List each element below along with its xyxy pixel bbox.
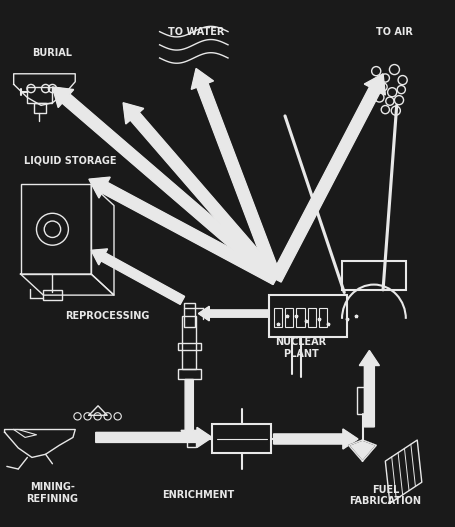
Bar — [318, 308, 327, 327]
Bar — [273, 308, 281, 327]
Bar — [296, 308, 304, 327]
Polygon shape — [181, 379, 197, 443]
Polygon shape — [191, 69, 281, 281]
Bar — [284, 308, 293, 327]
Text: TO AIR: TO AIR — [375, 27, 412, 36]
Bar — [182, 316, 196, 369]
Bar — [20, 184, 91, 274]
Text: LIQUID STORAGE: LIQUID STORAGE — [25, 156, 116, 165]
Text: MINING-
REFINING: MINING- REFINING — [26, 482, 78, 503]
Bar — [341, 261, 405, 290]
Polygon shape — [273, 429, 357, 449]
Polygon shape — [96, 427, 212, 447]
Polygon shape — [348, 440, 375, 461]
Polygon shape — [89, 177, 278, 285]
Bar — [268, 295, 346, 337]
Polygon shape — [123, 103, 280, 283]
Bar — [27, 87, 52, 103]
Bar — [183, 303, 194, 327]
Text: BURIAL: BURIAL — [32, 48, 72, 57]
Bar — [187, 431, 196, 447]
Polygon shape — [270, 74, 384, 282]
Polygon shape — [359, 350, 379, 427]
Text: REPROCESSING: REPROCESSING — [65, 311, 149, 321]
Bar — [212, 425, 271, 453]
Bar — [177, 369, 200, 379]
Text: TO WATER: TO WATER — [167, 27, 224, 36]
Text: NUCLEAR
PLANT: NUCLEAR PLANT — [275, 337, 326, 358]
Polygon shape — [52, 87, 279, 284]
Bar — [356, 387, 367, 414]
Bar — [43, 290, 61, 300]
Polygon shape — [91, 249, 184, 305]
Bar — [34, 103, 46, 113]
Bar — [177, 343, 200, 350]
Bar — [307, 308, 315, 327]
Text: ENRICHMENT: ENRICHMENT — [162, 491, 234, 500]
Polygon shape — [198, 306, 268, 321]
Text: FUEL
FABRICATION: FUEL FABRICATION — [349, 485, 420, 506]
